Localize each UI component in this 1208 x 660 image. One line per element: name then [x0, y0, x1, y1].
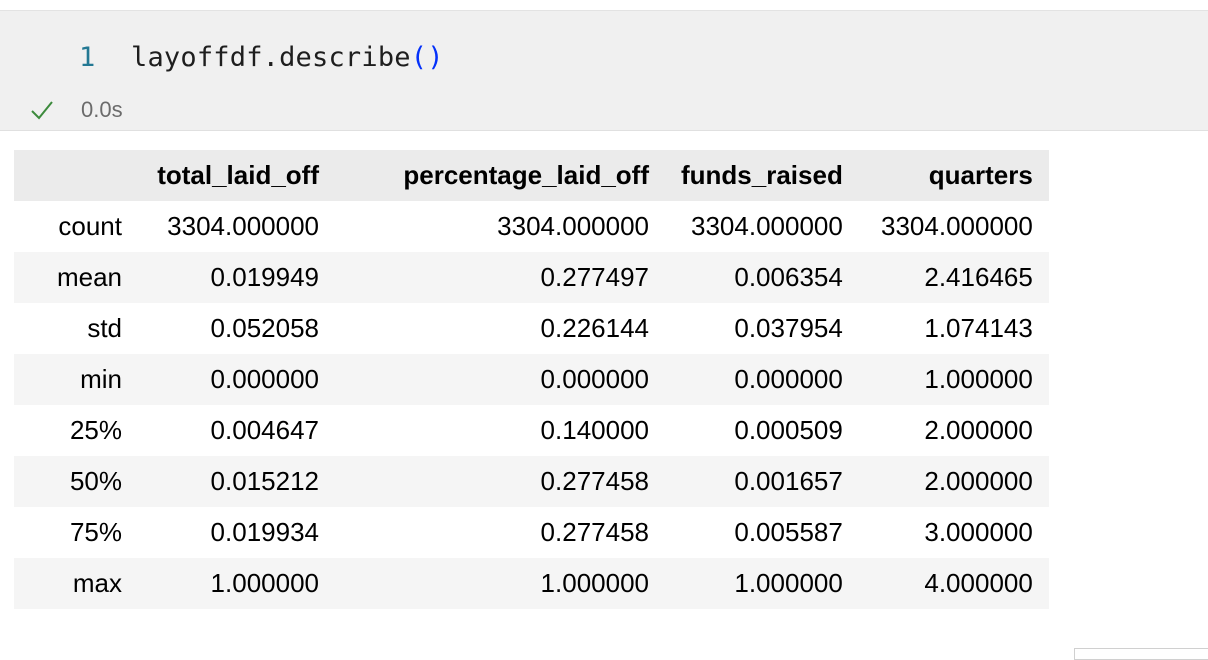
- table-row: std 0.052058 0.226144 0.037954 1.074143: [14, 303, 1049, 354]
- table-cell: 2.416465: [924, 262, 1033, 292]
- code-editor-text[interactable]: layoffdf.describe(): [131, 42, 444, 73]
- table-cell: 0.000000: [734, 364, 843, 394]
- previous-cell-edge: [0, 0, 1208, 11]
- table-cell: 0.140000: [540, 415, 649, 445]
- table-cell: 1.000000: [924, 364, 1033, 394]
- column-header: percentage_laid_off: [335, 150, 665, 201]
- table-header-row: total_laid_off percentage_laid_off funds…: [14, 150, 1049, 201]
- table-cell: 1.074143: [924, 313, 1033, 343]
- table-cell: 0.226144: [540, 313, 649, 343]
- table-row: mean 0.019949 0.277497 0.006354 2.416465: [14, 252, 1049, 303]
- table-row: 75% 0.019934 0.277458 0.005587 3.000000: [14, 507, 1049, 558]
- index-header: [14, 150, 138, 201]
- table-cell: 0.000000: [210, 364, 319, 394]
- table-cell: 0.015212: [210, 466, 319, 496]
- table-cell: 1.000000: [540, 568, 649, 598]
- code-parens: (): [410, 41, 444, 73]
- row-label: std: [87, 313, 122, 343]
- table-cell: 3304.000000: [497, 211, 649, 241]
- column-header: total_laid_off: [138, 150, 335, 201]
- row-label: 25%: [69, 415, 122, 445]
- table-cell: 0.000509: [734, 415, 843, 445]
- table-cell: 0.000000: [540, 364, 649, 394]
- row-label: 75%: [69, 517, 122, 547]
- table-cell: 3304.000000: [691, 211, 843, 241]
- execution-time: 0.0s: [81, 97, 123, 122]
- table-row: 25% 0.004647 0.140000 0.000509 2.000000: [14, 405, 1049, 456]
- table-cell: 0.005587: [734, 517, 843, 547]
- table-cell: 0.277497: [540, 262, 649, 292]
- table-cell: 0.277458: [540, 517, 649, 547]
- table-cell: 1.000000: [734, 568, 843, 598]
- table-cell: 0.037954: [734, 313, 843, 343]
- table-cell: 0.019934: [210, 517, 319, 547]
- table-cell: 0.001657: [734, 466, 843, 496]
- table-cell: 0.004647: [210, 415, 319, 445]
- table-cell: 0.277458: [540, 466, 649, 496]
- table-cell: 4.000000: [924, 568, 1033, 598]
- table-cell: 0.052058: [210, 313, 319, 343]
- describe-output-table: total_laid_off percentage_laid_off funds…: [14, 150, 1049, 609]
- table-cell: 0.006354: [734, 262, 843, 292]
- table-row: count 3304.000000 3304.000000 3304.00000…: [14, 201, 1049, 252]
- column-header: quarters: [858, 150, 1049, 201]
- row-label: 50%: [69, 466, 122, 496]
- table-row: 50% 0.015212 0.277458 0.001657 2.000000: [14, 456, 1049, 507]
- row-label: count: [58, 211, 122, 241]
- row-label: mean: [56, 262, 122, 292]
- table-row: min 0.000000 0.000000 0.000000 1.000000: [14, 354, 1049, 405]
- line-number: 1: [79, 41, 96, 73]
- table-cell: 2.000000: [924, 415, 1033, 445]
- table-cell: 3.000000: [924, 517, 1033, 547]
- code-cell[interactable]: 1 layoffdf.describe() 0.0s: [0, 11, 1208, 131]
- table-cell: 1.000000: [210, 568, 319, 598]
- row-label: max: [72, 568, 122, 598]
- next-cell-toolbar-edge: [1074, 648, 1208, 660]
- table-cell: 3304.000000: [167, 211, 319, 241]
- table-cell: 2.000000: [924, 466, 1033, 496]
- code-expression: layoffdf.describe: [131, 41, 411, 73]
- table-cell: 0.019949: [210, 262, 319, 292]
- row-label: min: [80, 364, 122, 394]
- execution-status: 0.0s: [30, 95, 123, 125]
- column-header: funds_raised: [665, 150, 859, 201]
- table-row: max 1.000000 1.000000 1.000000 4.000000: [14, 558, 1049, 609]
- table-cell: 3304.000000: [881, 211, 1033, 241]
- check-icon: [30, 98, 54, 122]
